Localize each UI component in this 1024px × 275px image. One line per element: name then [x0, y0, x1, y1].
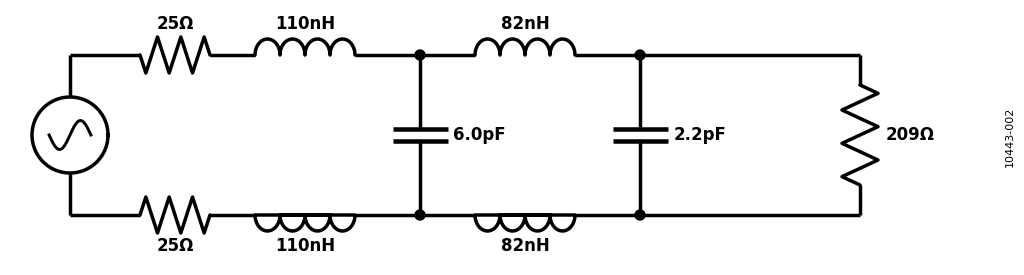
Text: 25Ω: 25Ω	[157, 237, 194, 255]
Circle shape	[635, 210, 645, 220]
Circle shape	[415, 50, 425, 60]
Circle shape	[415, 210, 425, 220]
Text: 82nH: 82nH	[501, 237, 549, 255]
Text: 6.0pF: 6.0pF	[454, 126, 506, 144]
Text: 25Ω: 25Ω	[157, 15, 194, 33]
Text: 82nH: 82nH	[501, 15, 549, 33]
Text: 2.2pF: 2.2pF	[674, 126, 726, 144]
Text: 209Ω: 209Ω	[886, 126, 935, 144]
Circle shape	[635, 50, 645, 60]
Text: 110nH: 110nH	[274, 237, 335, 255]
Text: 10443-002: 10443-002	[1005, 107, 1015, 167]
Text: 110nH: 110nH	[274, 15, 335, 33]
